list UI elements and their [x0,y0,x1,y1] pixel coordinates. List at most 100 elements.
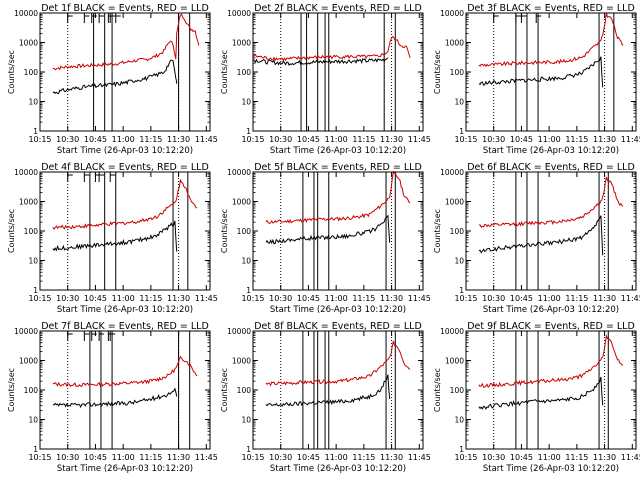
panel-title: Det 2f BLACK = Events, RED = LLD [254,3,422,14]
x-tick-label: 11:45 [621,294,640,303]
y-axis-label: Counts/sec [220,209,229,253]
x-tick-label: 11:00 [112,453,135,462]
events-series-line [265,374,391,407]
y-tick-label: 1 [33,127,38,136]
y-tick-label: 10 [241,416,251,425]
x-tick-label: 10:45 [510,294,533,303]
x-axis-label: Start Time (26-Apr-03 10:12:20) [57,146,193,156]
y-tick-label: 10000 [440,168,464,177]
panel-8f: Det 8f BLACK = Events, RED = LLD Counts/s… [220,321,431,474]
y-tick-label: 10 [28,416,38,425]
y-tick-label: 10 [454,416,464,425]
y-tick-label: 10 [454,257,464,266]
y-tick-label: 100 [450,227,465,236]
lld-series-line [265,170,411,224]
y-axis-label: Counts/sec [433,50,442,94]
x-tick-label: 11:45 [195,294,218,303]
x-tick-label: 11:15 [565,135,588,144]
x-axis-label: Start Time (26-Apr-03 10:12:20) [483,146,619,156]
y-tick-label: 100 [24,386,39,395]
y-tick-label: 1 [33,445,38,454]
y-tick-label: 100 [450,68,465,77]
events-series-line [265,214,391,245]
x-tick-label: 10:15 [28,294,51,303]
y-axis-label: Counts/sec [7,368,16,412]
plot-frame [465,330,637,450]
y-tick-label: 10000 [14,9,38,18]
x-tick-label: 10:30 [56,453,79,462]
lld-series-line [265,340,411,387]
x-tick-label: 10:15 [28,135,51,144]
x-tick-label: 11:30 [167,453,190,462]
x-tick-label: 11:45 [408,453,431,462]
lld-series-line [52,13,200,71]
y-tick-label: 1000 [19,198,38,207]
x-tick-label: 11:30 [380,453,403,462]
events-series-line [478,376,604,410]
lld-series-line [478,333,624,388]
panel-title: Det 7f BLACK = Events, RED = LLD [41,321,209,332]
x-tick-label: 11:30 [167,135,190,144]
x-tick-label: 11:00 [325,453,348,462]
x-tick-label: 11:45 [408,135,431,144]
y-tick-label: 10000 [14,168,38,177]
y-axis-label: Counts/sec [7,209,16,253]
y-tick-label: 1000 [19,39,38,48]
x-tick-label: 10:45 [84,294,107,303]
x-tick-label: 10:45 [510,135,533,144]
plot-frame [252,330,424,450]
x-tick-label: 11:30 [593,294,616,303]
y-tick-label: 1 [33,286,38,295]
x-tick-label: 10:30 [56,135,79,144]
x-tick-label: 11:15 [565,294,588,303]
x-axis-label: Start Time (26-Apr-03 10:12:20) [57,464,193,474]
x-tick-label: 11:30 [167,294,190,303]
y-tick-label: 10 [454,98,464,107]
x-tick-label: 11:15 [352,453,375,462]
x-tick-label: 11:45 [195,135,218,144]
x-tick-label: 10:15 [454,135,477,144]
x-tick-label: 10:45 [84,135,107,144]
panel-title: Det 5f BLACK = Events, RED = LLD [254,162,422,173]
y-tick-label: 1000 [19,357,38,366]
y-tick-label: 10 [28,98,38,107]
x-tick-label: 10:30 [482,453,505,462]
y-tick-label: 10000 [227,9,251,18]
x-tick-label: 10:30 [482,294,505,303]
y-tick-label: 100 [237,227,252,236]
y-tick-label: 10 [241,98,251,107]
plot-frame [465,12,637,132]
x-tick-label: 10:45 [297,453,320,462]
x-axis-label: Start Time (26-Apr-03 10:12:20) [483,464,619,474]
lld-series-line [52,179,198,231]
y-tick-label: 10 [241,257,251,266]
y-tick-label: 1 [246,127,251,136]
x-tick-label: 11:15 [352,135,375,144]
plot-frame [39,171,211,291]
panel-title: Det 8f BLACK = Events, RED = LLD [254,321,422,332]
events-series-line [52,387,178,409]
y-tick-label: 1 [459,127,464,136]
x-tick-label: 10:30 [269,294,292,303]
lld-series-line [478,12,624,68]
x-tick-label: 10:45 [297,294,320,303]
x-tick-label: 11:00 [538,453,561,462]
events-series-line [52,220,178,252]
x-tick-label: 11:15 [565,453,588,462]
y-tick-label: 100 [24,68,39,77]
panel-9f: Det 9f BLACK = Events, RED = LLD Counts/s… [433,321,640,474]
x-tick-label: 10:45 [510,453,533,462]
panel-4f: Det 4f BLACK = Events, RED = LLD Counts/s… [7,162,218,315]
x-tick-label: 10:15 [241,453,264,462]
y-axis-label: Counts/sec [433,368,442,412]
x-tick-label: 10:15 [454,453,477,462]
x-tick-label: 11:45 [195,453,218,462]
y-tick-label: 100 [237,68,252,77]
y-tick-label: 1000 [232,39,251,48]
x-tick-label: 11:45 [621,135,640,144]
plot-frame [252,12,424,132]
x-axis-label: Start Time (26-Apr-03 10:12:20) [270,464,406,474]
y-tick-label: 100 [450,386,465,395]
x-tick-label: 11:00 [538,135,561,144]
x-tick-label: 10:30 [269,453,292,462]
